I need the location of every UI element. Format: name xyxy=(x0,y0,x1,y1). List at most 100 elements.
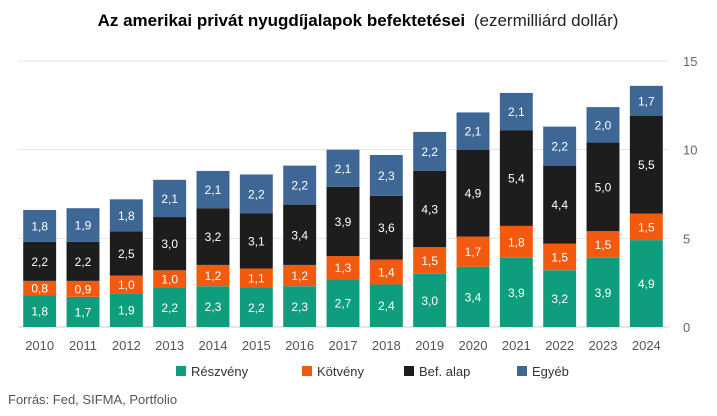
bar-segment xyxy=(66,208,100,242)
bar-value-label: 2,1 xyxy=(161,192,178,206)
x-tick-label: 2016 xyxy=(285,338,314,353)
bar-segment xyxy=(283,204,317,265)
bar-value-label: 3,6 xyxy=(378,221,395,235)
legend-swatch xyxy=(176,366,186,376)
chart-title-unit: (ezermilliárd dollár) xyxy=(474,11,619,30)
bar-segment xyxy=(23,209,57,242)
legend-swatch xyxy=(517,366,527,376)
bar-value-label: 3,4 xyxy=(465,290,482,304)
bar-value-label: 3,4 xyxy=(291,228,308,242)
bar-segment xyxy=(283,165,317,205)
y-tick-label: 0 xyxy=(683,320,690,335)
x-tick-label: 2020 xyxy=(459,338,488,353)
bar-value-label: 2,2 xyxy=(248,301,265,315)
bar-segment xyxy=(109,275,143,294)
bar-value-label: 2,5 xyxy=(118,247,135,261)
bar-value-label: 1,1 xyxy=(248,272,265,286)
bar-segment xyxy=(586,142,620,232)
bar-value-label: 1,2 xyxy=(205,269,222,283)
bar-value-label: 1,8 xyxy=(31,219,48,233)
bar-segment xyxy=(196,170,230,209)
bar-segment xyxy=(629,115,663,214)
bar-segment xyxy=(153,270,187,288)
bar-value-label: 2,2 xyxy=(421,145,438,159)
y-axis-tick-labels: 0 5 10 15 xyxy=(683,54,697,335)
bar-segment xyxy=(239,213,273,269)
x-tick-label: 2014 xyxy=(199,338,228,353)
bar-value-label: 1,5 xyxy=(551,250,568,264)
bar-value-label: 3,9 xyxy=(335,215,352,229)
bar-value-label: 1,8 xyxy=(508,235,525,249)
bar-segment xyxy=(369,195,403,260)
bar-value-label: 2,7 xyxy=(335,297,352,311)
bar-value-label: 4,9 xyxy=(465,187,482,201)
bar-segment xyxy=(413,247,447,274)
bar-value-label: 2,3 xyxy=(291,300,308,314)
bar-value-label: 1,0 xyxy=(161,273,178,287)
x-tick-label: 2021 xyxy=(502,338,531,353)
x-tick-label: 2022 xyxy=(545,338,574,353)
bar-segment xyxy=(543,243,577,271)
bar-segment xyxy=(153,287,187,327)
legend-item: Kötvény xyxy=(302,364,364,379)
bar-value-label: 2,1 xyxy=(465,125,482,139)
bar-segment xyxy=(413,273,447,327)
x-tick-label: 2011 xyxy=(69,338,97,353)
bar-segment xyxy=(543,270,577,327)
bar-segment xyxy=(326,279,360,327)
bar-segment xyxy=(66,280,100,297)
x-tick-label: 2019 xyxy=(415,338,444,353)
x-tick-label: 2013 xyxy=(155,338,184,353)
bar-segment xyxy=(629,213,663,241)
bar-segment xyxy=(586,257,620,327)
bar-segment xyxy=(586,231,620,258)
bar-value-label: 3,9 xyxy=(595,286,612,300)
bar-value-label: 2,2 xyxy=(291,179,308,193)
bar-segment xyxy=(66,296,100,327)
x-tick-label: 2012 xyxy=(112,338,141,353)
bar-value-label: 1,5 xyxy=(638,220,655,234)
bar-segment xyxy=(196,208,230,265)
bar-segment xyxy=(413,131,447,171)
bar-segment xyxy=(499,92,533,131)
bar-value-label: 2,0 xyxy=(595,118,612,132)
bar-value-label: 0,8 xyxy=(31,281,48,295)
bar-value-label: 2,3 xyxy=(378,169,395,183)
bar-segment xyxy=(326,186,360,257)
x-tick-label: 2010 xyxy=(25,338,54,353)
bar-value-label: 5,5 xyxy=(638,158,655,172)
bar-segment xyxy=(23,295,57,327)
legend-label: Kötvény xyxy=(317,364,364,379)
bar-segment xyxy=(586,107,620,143)
chart-title-main: Az amerikai privát nyugdíjalapok befekte… xyxy=(98,11,466,30)
bar-value-label: 5,0 xyxy=(595,180,612,194)
bar-segment xyxy=(456,266,490,327)
x-tick-label: 2017 xyxy=(329,338,358,353)
bar-segment xyxy=(369,154,403,196)
bar-value-label: 4,3 xyxy=(421,203,438,217)
x-tick-label: 2015 xyxy=(242,338,271,353)
bar-segment xyxy=(326,149,360,187)
x-axis-tick-labels: 2010 2011 2012 2013 2014 2015 2016 2017 2018 2019… xyxy=(25,338,661,353)
legend-swatch xyxy=(404,366,414,376)
bar-segment xyxy=(369,259,403,285)
bar-value-label: 4,9 xyxy=(638,277,655,291)
bar-segment xyxy=(109,293,143,327)
bar-value-label: 2,2 xyxy=(248,188,265,202)
y-tick-label: 5 xyxy=(683,231,690,246)
bar-segment xyxy=(456,149,490,237)
bar-value-label: 2,2 xyxy=(31,255,48,269)
bar-value-label: 2,2 xyxy=(75,255,92,269)
bar-value-label: 2,4 xyxy=(378,299,395,313)
bar-value-label: 1,4 xyxy=(378,266,395,280)
bar-segment xyxy=(543,165,577,244)
bars: 1,8 0,8 2,2 1,8 1,7 0,9 2,2 1,9 1,9 1,0 2,5 1,8 2,2 1… xyxy=(23,85,663,327)
bar-value-label: 2,1 xyxy=(508,105,525,119)
bar-segment xyxy=(369,284,403,327)
bar-value-label: 1,7 xyxy=(638,94,655,108)
bar-value-label: 3,9 xyxy=(508,286,525,300)
legend-swatch xyxy=(302,366,312,376)
legend-label: Bef. alap xyxy=(419,364,470,379)
bar-value-label: 1,0 xyxy=(118,278,135,292)
bar-segment xyxy=(23,241,57,281)
